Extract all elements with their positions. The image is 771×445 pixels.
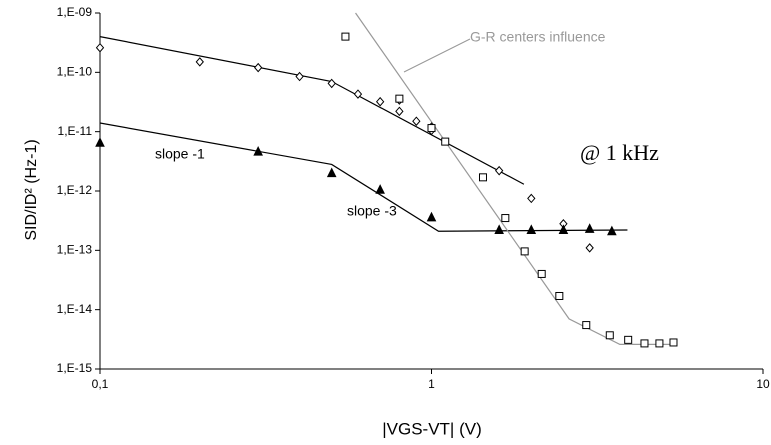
x-tick-label: 10 [756,377,770,391]
triangle-marker [558,224,569,235]
diamond-marker [254,62,263,73]
y-tick-label: 1,E-13 [57,243,93,257]
square-marker [441,137,450,146]
fit-line [355,12,675,345]
triangle-marker [95,137,105,147]
diamond-marker [412,116,421,126]
y-axis-label: SID/ID² (Hz-1) [23,139,40,240]
square-marker [555,291,564,300]
diamond-marker [527,193,536,204]
annotation: slope -1 [155,146,205,162]
y-tick-label: 1,E-11 [58,124,93,138]
annotation: @ 1 kHz [580,140,659,165]
diamond-marker [95,42,105,53]
annotation: G-R centers influence [470,29,606,45]
y-tick-label: 1,E-12 [57,183,93,197]
square-marker [624,335,633,344]
triangle-marker [253,146,263,156]
x-axis-label: |VGS-VT| (V) [382,419,482,438]
diamond-marker [195,57,204,67]
square-marker [655,339,664,348]
diamond-marker [327,78,336,89]
triangle-marker [607,225,617,236]
diamond-marker [495,165,504,176]
x-tick-label: 0,1 [92,377,109,391]
square-marker [478,173,487,182]
square-marker [669,338,678,347]
square-marker [582,321,591,330]
square-marker [395,94,404,103]
square-marker [520,247,529,256]
y-tick-label: 1,E-14 [57,302,93,316]
triangle-marker [526,224,537,235]
diamond-marker [353,89,363,99]
square-marker [427,124,436,133]
diamond-marker [585,243,594,253]
annotation: slope -3 [347,203,397,219]
square-marker [537,269,546,278]
triangle-marker [426,211,437,222]
diamond-marker [295,71,304,82]
square-marker [640,339,649,348]
square-marker [605,331,614,340]
square-marker [341,32,350,41]
triangle-marker [375,184,385,194]
y-tick-label: 1,E-15 [57,361,93,375]
annotation-leader [403,38,471,73]
y-tick-label: 1,E-09 [57,5,93,19]
square-marker [501,214,510,223]
triangle-marker [326,167,337,178]
x-tick-label: 1 [428,377,435,391]
y-tick-label: 1,E-10 [57,65,93,79]
triangle-marker [584,223,595,233]
diamond-marker [375,96,385,107]
triangle-marker [494,224,504,235]
diamond-marker [395,106,404,117]
